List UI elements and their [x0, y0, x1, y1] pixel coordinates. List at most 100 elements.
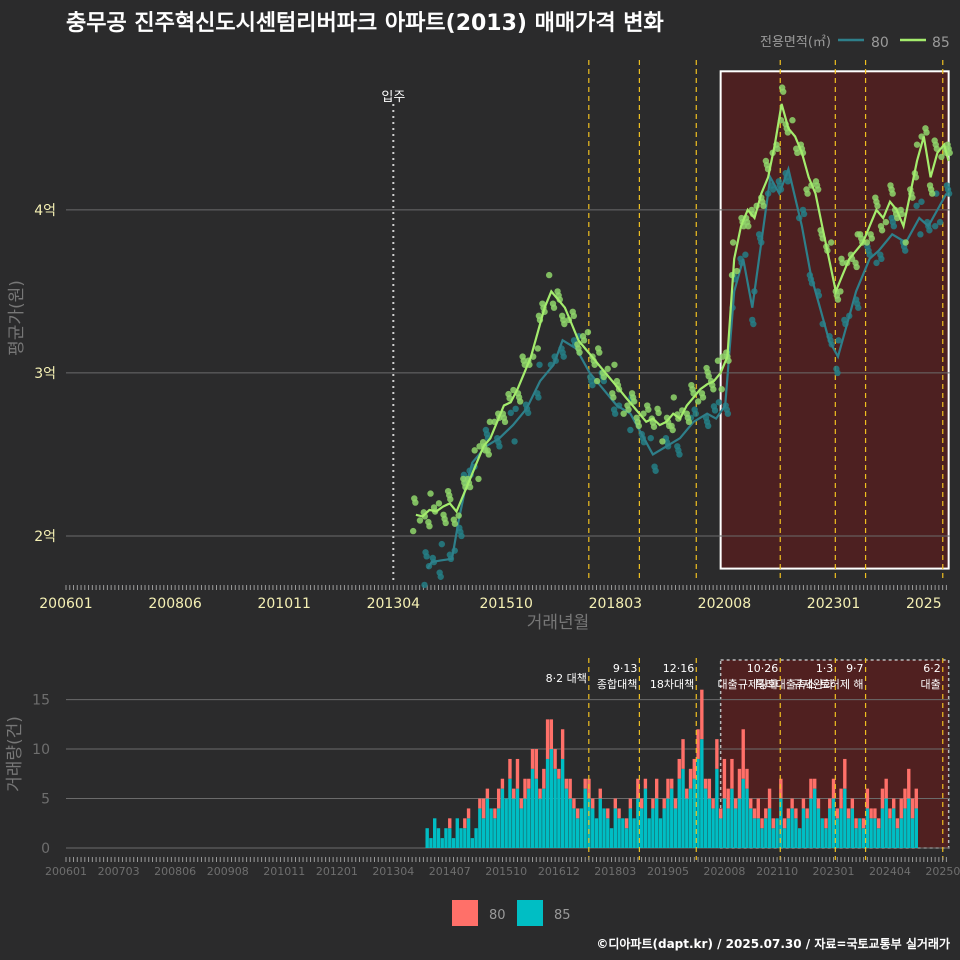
bar-80: [639, 798, 644, 809]
scatter-point-80: [715, 399, 723, 406]
highlight-region: [719, 70, 950, 570]
bar-80: [478, 798, 482, 809]
bar-85: [734, 808, 738, 848]
bar-85: [722, 798, 727, 848]
bar-80: [500, 778, 505, 789]
scatter-point-85: [501, 418, 509, 426]
bar-85: [850, 808, 855, 848]
bar-80: [884, 778, 888, 799]
bar-80: [914, 788, 918, 809]
scatter-point-85: [600, 373, 608, 381]
policy-annotation: 6·2: [923, 662, 941, 675]
bar-x-tick-label: 201612: [538, 865, 580, 878]
bar-85: [726, 808, 730, 848]
bar-85: [617, 818, 621, 848]
scatter-point-85: [882, 218, 890, 226]
scatter-point-85: [516, 398, 524, 405]
x-axis-label: 거래년월: [527, 613, 590, 633]
bar-85: [805, 818, 809, 848]
bar-80: [598, 788, 602, 799]
bar-80: [767, 788, 772, 809]
scatter-point-85: [874, 202, 881, 210]
scatter-point-85: [804, 190, 811, 197]
y-axis-label: 평균가(원): [7, 280, 27, 356]
scatter-point-85: [561, 320, 568, 328]
scatter-point-80: [835, 337, 842, 344]
bar-x-tick-label: 201304: [372, 865, 414, 878]
x-tick-label: 200806: [148, 596, 202, 612]
policy-annotation: 규제완화: [793, 678, 833, 691]
bar-80: [613, 798, 617, 809]
bar-80: [448, 818, 452, 829]
bar-85: [591, 808, 595, 848]
scatter-point-85: [426, 522, 433, 530]
bar-85: [662, 808, 666, 848]
bar-85: [666, 798, 670, 848]
scatter-point-80: [800, 210, 808, 218]
bar-85: [884, 798, 888, 848]
scatter-point-85: [760, 202, 767, 210]
bar-80: [493, 808, 497, 819]
bar-85: [478, 808, 482, 848]
bar-85: [824, 828, 828, 848]
bar-85: [448, 828, 452, 848]
bar-80: [741, 729, 745, 779]
legend-label-85: 85: [932, 35, 950, 51]
volume-panel: 0 5 10 15 8·2 대책 9·13 종합대책 12·16 18차대책 10·26 대출규제강…: [5, 658, 960, 878]
bar-85: [628, 808, 633, 848]
bar-80: [692, 758, 697, 779]
bar-85: [594, 818, 599, 848]
bar-85: [771, 828, 776, 848]
bar-80: [794, 808, 798, 819]
scatter-point-80: [931, 222, 939, 230]
bar-x-tick-label: 202507: [925, 865, 960, 878]
bar-85: [779, 798, 783, 848]
series-line-85: [415, 103, 950, 518]
bar-80: [790, 798, 794, 809]
bar-85: [602, 808, 606, 848]
bar-80: [873, 808, 877, 819]
scatter-point-85: [451, 520, 459, 527]
scatter-point-85: [659, 438, 666, 445]
scatter-point-85: [604, 365, 611, 373]
bar-80: [700, 689, 704, 740]
bar-85: [451, 838, 456, 848]
bar-80: [651, 798, 655, 809]
scatter-point-80: [902, 247, 909, 254]
scatter-point-80: [524, 409, 532, 417]
scatter-point-85: [685, 418, 693, 426]
scatter-point-85: [550, 304, 558, 311]
bar-85: [496, 808, 501, 848]
scatter-point-80: [423, 553, 430, 560]
bar-85: [700, 739, 704, 848]
scatter-point-80: [936, 218, 944, 226]
bar-85: [485, 798, 490, 848]
bar-80: [530, 749, 535, 769]
scatter-point-85: [534, 345, 541, 352]
bar-80: [801, 798, 806, 809]
bar-80: [466, 808, 471, 819]
policy-annotation: 대출규제강화: [718, 678, 779, 691]
bar-80: [568, 778, 572, 799]
scatter-point-85: [714, 357, 722, 364]
scatter-point-85: [596, 349, 603, 356]
bar-85: [907, 798, 911, 848]
bar-80: [831, 778, 836, 799]
scatter-point-85: [442, 519, 449, 527]
scatter-point-85: [902, 239, 909, 246]
policy-annotation: 종합대책: [597, 678, 637, 691]
bar-85: [707, 798, 712, 848]
scatter-point-85: [794, 149, 801, 157]
bar-80: [519, 798, 523, 809]
scatter-point-80: [652, 467, 659, 474]
bar-80: [553, 749, 557, 769]
scatter-point-85: [412, 499, 419, 506]
scatter-point-85: [576, 349, 583, 356]
bar-85: [436, 828, 441, 848]
bar-80: [685, 788, 689, 799]
scatter-point-80: [742, 251, 749, 258]
bar-x-tick-label: 201407: [429, 865, 471, 878]
bar-85: [474, 828, 478, 848]
bar-85: [677, 778, 681, 848]
bar-85: [553, 768, 557, 848]
